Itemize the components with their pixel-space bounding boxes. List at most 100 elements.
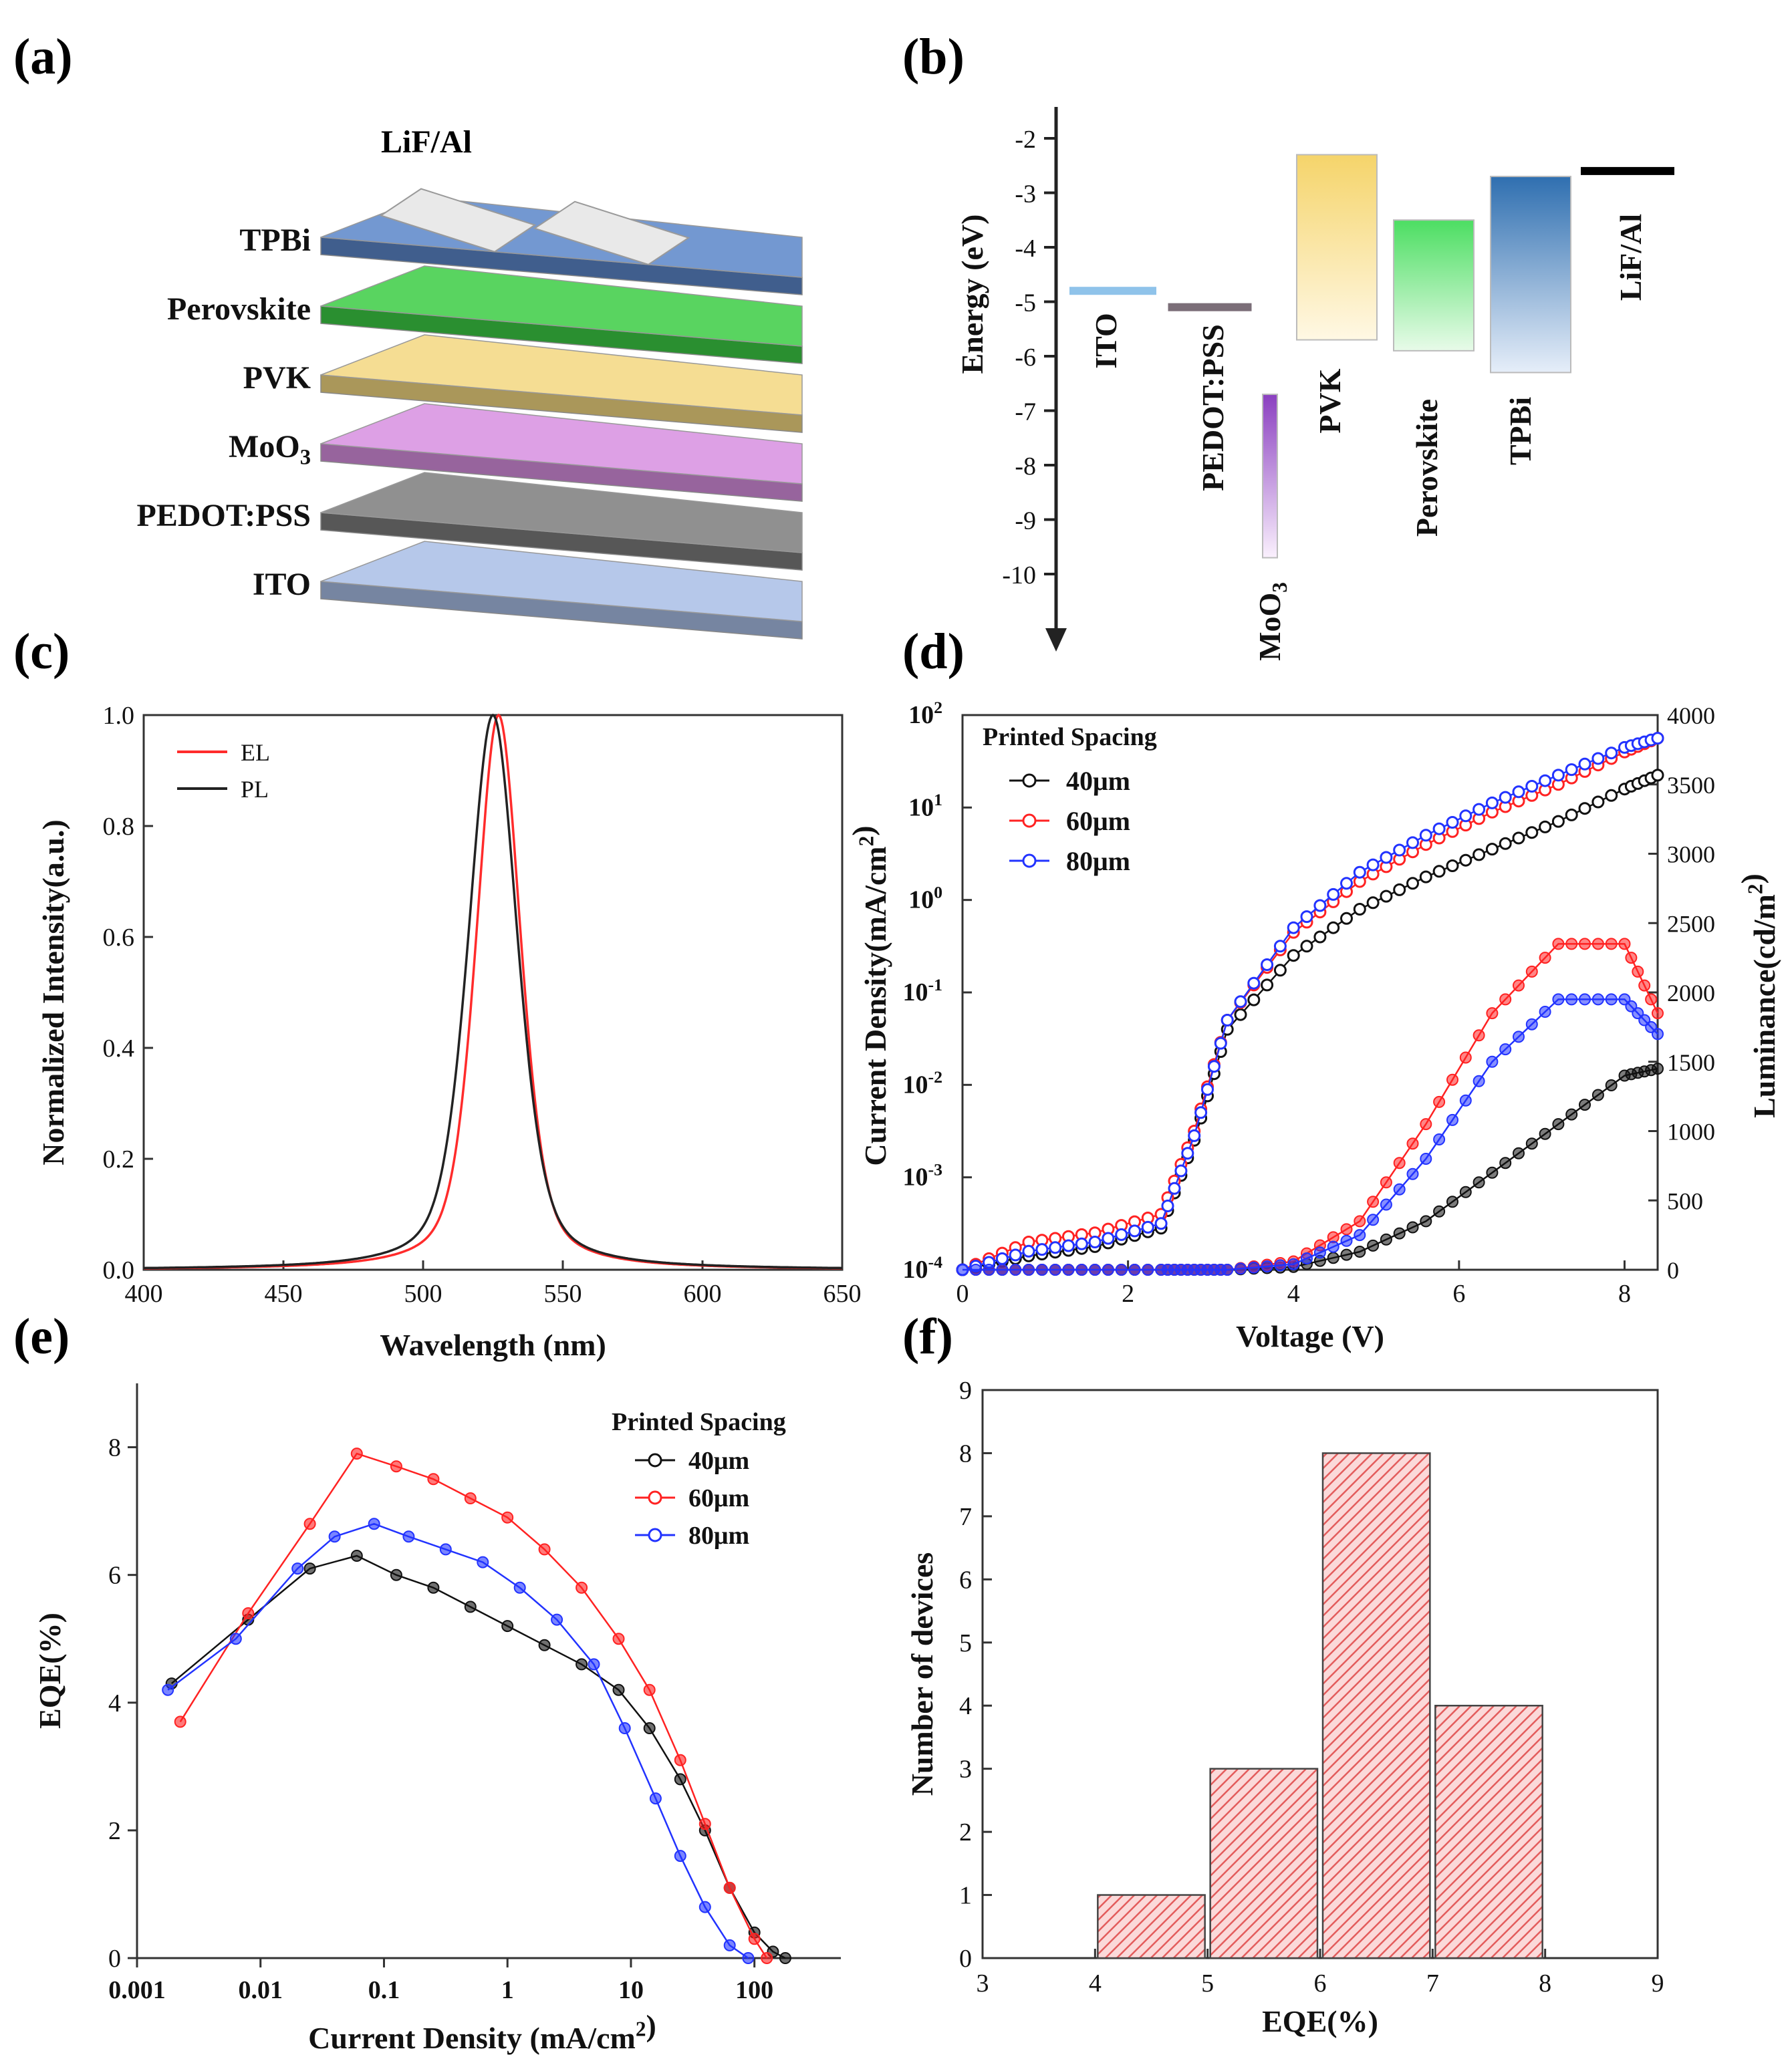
level-label-perovskite: Perovskite	[1410, 399, 1444, 537]
plot-f-ytick-label: 3	[959, 1756, 972, 1784]
series-60um-luminance-point	[1380, 1176, 1392, 1189]
series-40um-current-point	[1340, 912, 1353, 925]
series-40um-current-point	[1300, 940, 1313, 953]
plot-d-legend-title: Printed Spacing	[983, 723, 1157, 751]
level-pedotpss	[1168, 303, 1252, 311]
series-40um-current-point	[1273, 964, 1287, 977]
panel-f-label: (f)	[902, 1309, 953, 1365]
legend-80um-marker	[648, 1528, 662, 1542]
series-80um-current-point	[1022, 1244, 1035, 1258]
plot-d-xtick-label: 8	[1618, 1280, 1631, 1308]
series-40um-luminance-point	[1473, 1176, 1485, 1189]
series-40um-point	[501, 1620, 514, 1633]
series-40um-luminance-point	[1367, 1239, 1380, 1252]
series-40um-point	[674, 1773, 686, 1786]
panel-c-label: (c)	[13, 624, 70, 680]
level-ito	[1069, 287, 1156, 295]
plot-d-ylabel-right: Luminance(cd/m2)	[1735, 873, 1781, 1118]
series-80um-line	[167, 1522, 749, 1959]
plot-f-ytick-label: 4	[959, 1692, 972, 1720]
series-40um-point	[390, 1568, 402, 1581]
plot-f-xtick-label: 8	[1539, 1969, 1551, 1998]
series-40um-luminance-point	[1420, 1215, 1432, 1228]
plot-d-ytick-left-label: 10-1	[902, 975, 942, 1006]
series-60um-luminance-point	[1652, 1007, 1664, 1020]
series-80um-current-point	[1473, 803, 1486, 816]
series-80um-current-point	[1313, 899, 1327, 912]
series-80um-point	[588, 1658, 600, 1671]
series-80um-current-point	[1035, 1243, 1049, 1256]
plot-d-xtick-label: 2	[1122, 1280, 1134, 1308]
series-40um-line	[170, 1554, 786, 1959]
energy-tick-label: -3	[1015, 180, 1036, 209]
series-80um-luminance-point	[1247, 1261, 1260, 1274]
series-60um-point	[723, 1881, 736, 1894]
series-60um-luminance-point	[1473, 1029, 1485, 1042]
series-80um-luminance-point	[1525, 1018, 1538, 1031]
series-40um-point	[464, 1601, 477, 1613]
series-60um-point	[427, 1473, 440, 1486]
series-80um-point	[439, 1543, 452, 1556]
energy-tick-label: -6	[1015, 344, 1036, 372]
series-40um-current-point	[1353, 903, 1366, 916]
series-40um-point	[643, 1722, 656, 1734]
plot-e-ytick-label: 2	[108, 1817, 121, 1845]
plot-d-ylabel-left: Current Density(mA/cm2)	[846, 825, 892, 1165]
legend-60um-marker	[648, 1490, 662, 1505]
plot-f-ytick-label: 9	[959, 1377, 972, 1405]
series-60um-point	[390, 1460, 402, 1473]
plot-d-ytick-right-label: 3000	[1667, 841, 1715, 868]
series-80um-luminance-point	[1221, 1264, 1234, 1276]
series-80um-luminance-point	[1380, 1198, 1392, 1211]
series-40um-point	[612, 1683, 625, 1696]
series-80um-point	[723, 1939, 736, 1951]
series-60um-point	[761, 1952, 773, 1964]
legend-40um-label: 40μm	[1066, 766, 1130, 796]
layer-labels: ITO PEDOT:PSS MoO3 PVK Perovskite TPBi	[137, 223, 311, 602]
series-80um-current-point	[1273, 940, 1287, 953]
series-60um-luminance-point	[1618, 938, 1631, 950]
series-40um-point	[538, 1639, 551, 1651]
plot-d-xtick-label: 4	[1287, 1280, 1300, 1308]
energy-tick-label: -10	[1002, 561, 1036, 589]
series-80um-point	[649, 1792, 662, 1805]
series-80um-current-point	[1591, 752, 1605, 765]
plot-e-ytick-label: 4	[108, 1689, 121, 1718]
plot-c-ytick-label: 0.2	[103, 1145, 135, 1174]
legend-60um-label: 60μm	[688, 1484, 749, 1512]
legend-60um-label: 60μm	[1066, 806, 1130, 836]
plot-d-frame	[961, 714, 1659, 1271]
level-label-ito: ITO	[1089, 313, 1123, 369]
series-80um-luminance-point	[1459, 1094, 1472, 1107]
series-40um-current-point	[1419, 870, 1432, 883]
level-label-lifal: LiF/Al	[1614, 214, 1648, 301]
series-60um-point	[674, 1754, 686, 1766]
plot-d-ytick-left-label: 102	[908, 698, 942, 729]
series-80um-current-point	[1525, 780, 1539, 793]
series-80um-current-point	[1194, 1106, 1208, 1119]
level-tpbi	[1490, 176, 1571, 374]
panel-e-label: (e)	[13, 1309, 70, 1365]
layer-label-pvk: PVK	[243, 360, 311, 396]
plot-e-ylabel: EQE(%)	[33, 1613, 67, 1729]
series-60um-luminance-point	[1525, 965, 1538, 978]
series-40um-current-point	[1234, 1008, 1247, 1021]
series-60um-luminance-point	[1625, 952, 1638, 964]
energy-levels: ITO PEDOT:PSS MoO3 PVK Perovskite TPBi LiF/Al	[1069, 154, 1674, 661]
series-80um-current-point	[1161, 1200, 1174, 1212]
plot-f-xtick-label: 6	[1314, 1969, 1327, 1998]
plot-d-ytick-right-label: 1500	[1667, 1049, 1715, 1076]
series-60um-luminance-point	[1499, 993, 1512, 1006]
series-60um-luminance-point	[1340, 1223, 1353, 1236]
series-80um-luminance-point	[1327, 1240, 1339, 1253]
series-80um-current-point	[1380, 851, 1393, 864]
bar-4-5	[1097, 1894, 1206, 1959]
plot-f-xtick-label: 5	[1201, 1969, 1214, 1998]
series-60um-luminance-point	[1354, 1215, 1366, 1228]
series-60um-luminance-point	[1632, 965, 1644, 978]
series-40um-current-point	[1380, 889, 1393, 903]
series-60um-luminance-point	[1591, 938, 1604, 950]
series-40um-current-point	[1565, 808, 1578, 821]
level-moo3	[1262, 394, 1278, 559]
series-60um-luminance-point	[1638, 979, 1651, 992]
